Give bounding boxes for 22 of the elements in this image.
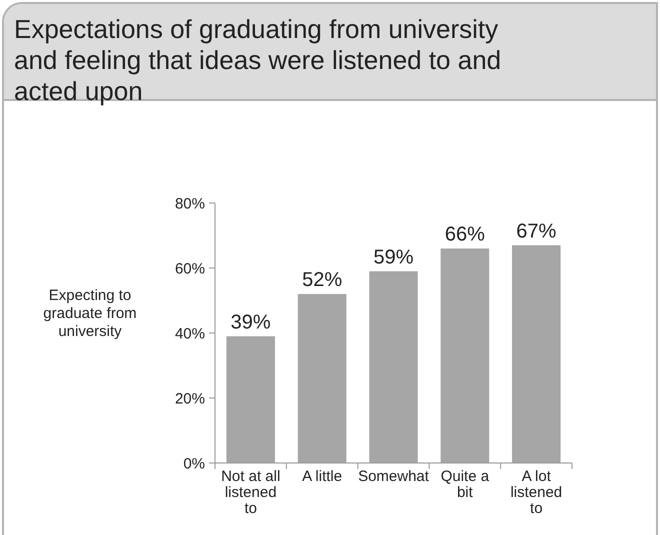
x-tick-label: A little xyxy=(302,468,342,485)
data-label: 52% xyxy=(302,269,342,291)
chart-title: Expectations of graduating from university and feeling that ideas were listened to and acted upon xyxy=(14,14,502,106)
x-tick-label: Not at all listened to xyxy=(221,468,280,517)
x-tick-label: Somewhat xyxy=(358,468,430,485)
x-tick-label: Quite a bit xyxy=(440,468,490,501)
y-axis-title: Expecting to graduate from university xyxy=(43,287,137,340)
y-tick-label: 20% xyxy=(174,390,205,408)
data-label: 67% xyxy=(516,220,557,242)
y-tick-label: 80% xyxy=(174,195,205,212)
bar xyxy=(298,294,346,463)
bar xyxy=(369,271,418,463)
x-tick-label: A lot listened to xyxy=(510,468,562,517)
bar xyxy=(440,248,490,463)
y-tick-label: 0% xyxy=(183,455,205,472)
data-label: 59% xyxy=(373,246,414,268)
data-label: 39% xyxy=(230,311,271,334)
data-label: 66% xyxy=(444,224,486,246)
bar xyxy=(226,336,275,463)
bar xyxy=(512,245,561,463)
y-tick-label: 60% xyxy=(174,260,205,278)
y-tick-label: 40% xyxy=(174,325,205,342)
